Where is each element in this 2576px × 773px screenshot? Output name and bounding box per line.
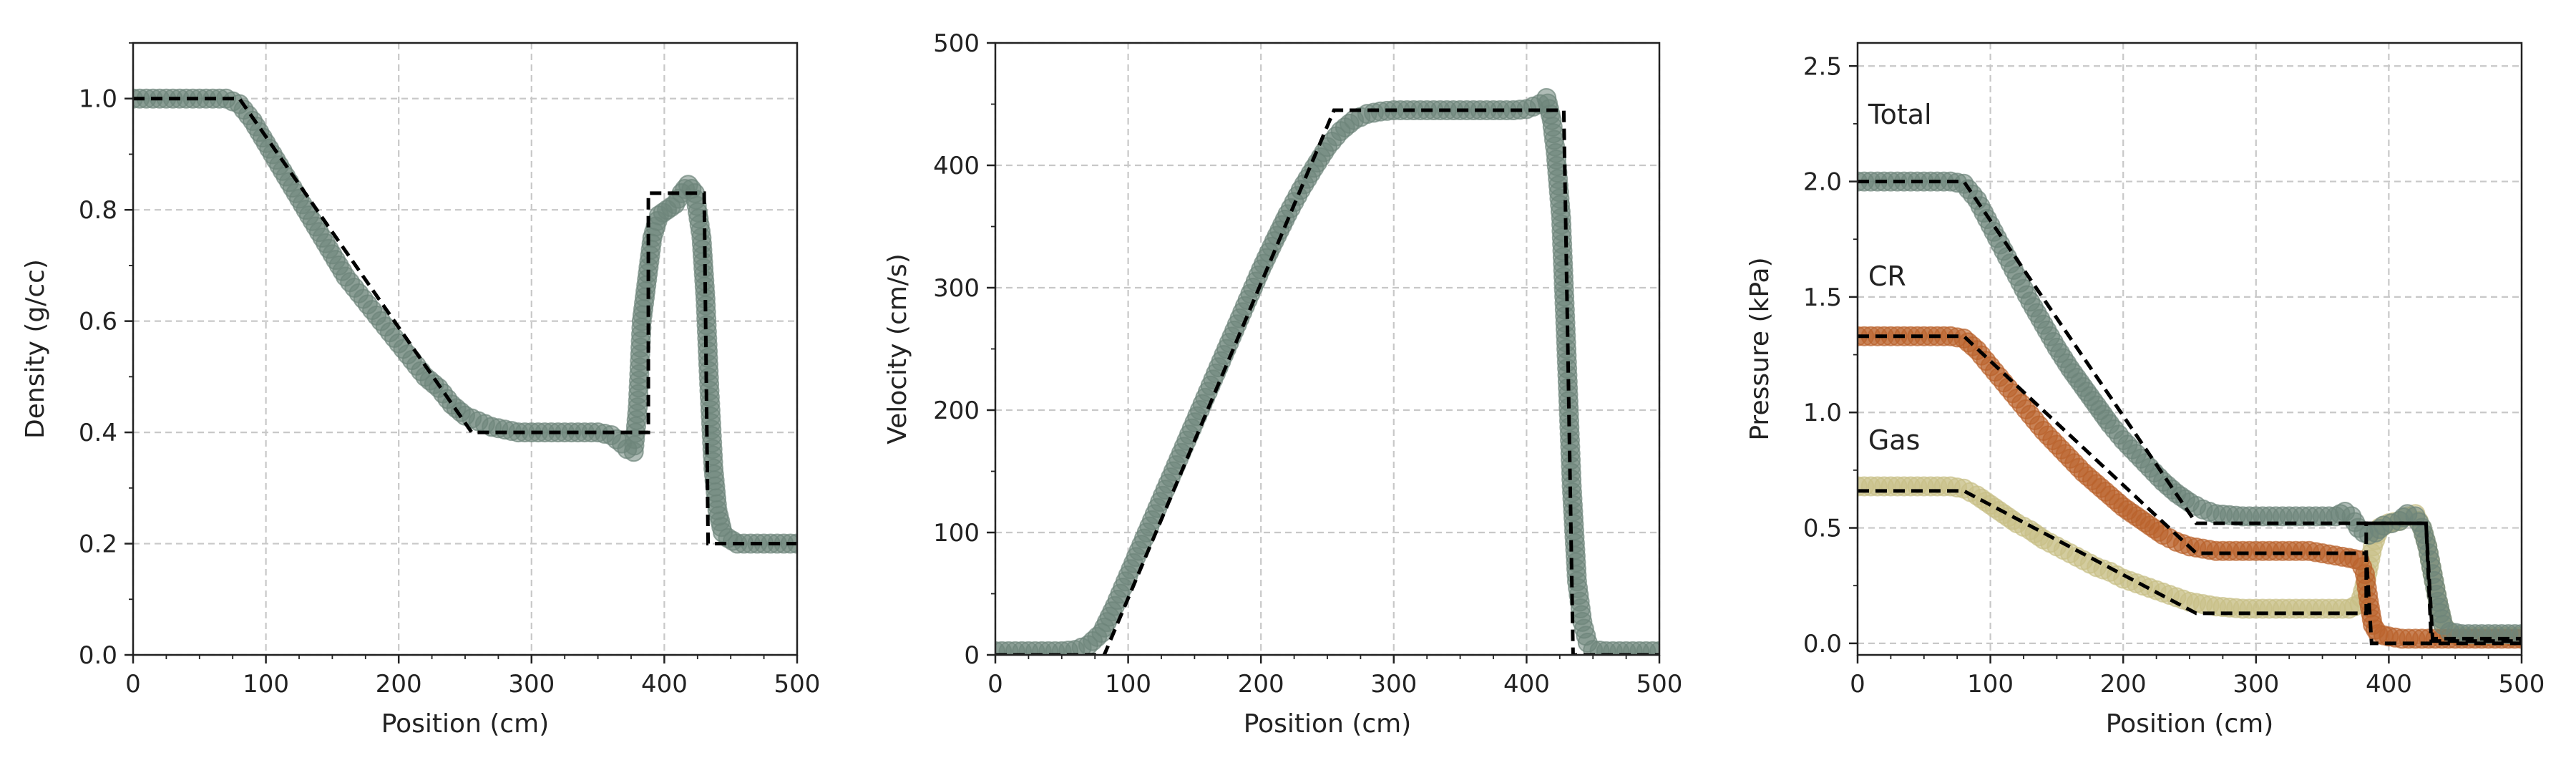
y-tick-label: 200	[933, 397, 980, 425]
y-axis-label: Pressure (kPa)	[1745, 257, 1775, 440]
x-tick-label: 300	[1370, 670, 1417, 699]
y-tick-label: 1.0	[79, 85, 117, 114]
scatter-point	[1649, 641, 1659, 655]
y-tick-label: 1.0	[1803, 399, 1842, 427]
scatter-series	[133, 88, 797, 554]
x-axis-label: Position (cm)	[2106, 709, 2274, 739]
y-tick-label: 2.5	[1803, 52, 1842, 81]
scatter-series	[1858, 326, 2522, 649]
y-tick-label: 0.8	[79, 196, 117, 225]
analytic-solution-line	[133, 97, 797, 545]
y-tick-label: 0.4	[79, 419, 117, 447]
x-tick-label: 500	[1636, 670, 1683, 699]
y-tick-label: 300	[933, 274, 980, 303]
y-tick-label: 0.5	[1803, 515, 1842, 543]
x-axis-label: Position (cm)	[1244, 709, 1412, 739]
analytic-solution-line	[1858, 180, 2522, 641]
x-tick-label: 0	[125, 670, 141, 699]
x-tick-label: 0	[987, 670, 1003, 699]
y-tick-label: 400	[933, 152, 980, 180]
curve-annotation: Gas	[1868, 424, 1921, 456]
x-axis-label: Position (cm)	[381, 709, 550, 739]
x-tick-label: 200	[1238, 670, 1284, 699]
y-tick-label: 1.5	[1803, 283, 1842, 312]
x-tick-label: 400	[2366, 670, 2412, 699]
curve-annotation: CR	[1868, 261, 1906, 292]
chart-panel-pressure: 0 100 200 300 400 500 0.0 0.5 1.0 1.5 2.0 2.5 Positi…	[1745, 42, 2545, 739]
curve-annotation: Total	[1868, 99, 1932, 130]
y-tick-label: 0.2	[79, 530, 117, 559]
x-tick-label: 300	[2233, 670, 2279, 699]
y-tick-label: 500	[933, 29, 980, 58]
x-tick-label: 200	[376, 670, 422, 699]
chart-panel-velocity: 0 100 200 300 400 500 0 100 200 300 400 500 Position…	[883, 29, 1682, 739]
analytic-solution-line	[995, 108, 1659, 655]
x-tick-label: 400	[641, 670, 688, 699]
y-axis-label: Density (g/cc)	[21, 259, 50, 439]
plot-area	[133, 88, 797, 554]
y-tick-label: 100	[933, 519, 980, 548]
x-tick-label: 400	[1503, 670, 1550, 699]
y-tick-label: 2.0	[1803, 168, 1842, 197]
plot-area	[1858, 171, 2522, 649]
analytic-solution-line	[1858, 334, 2522, 646]
y-tick-label: 0.6	[79, 308, 117, 336]
x-tick-label: 500	[2499, 670, 2545, 699]
y-tick-label: 0.0	[1803, 630, 1842, 658]
x-tick-label: 100	[1967, 670, 2014, 699]
axes-frame	[132, 42, 799, 656]
x-tick-label: 500	[774, 670, 821, 699]
x-tick-label: 0	[1850, 670, 1865, 699]
chart-panel-density: 0 100 200 300 400 500 0.0 0.2 0.4 0.6 0.8 1.0 Positi…	[21, 42, 821, 739]
x-tick-label: 100	[243, 670, 289, 699]
plot-area	[995, 87, 1659, 655]
x-tick-label: 200	[2100, 670, 2147, 699]
y-tick-label: 0	[964, 641, 980, 670]
x-tick-label: 100	[1105, 670, 1151, 699]
y-tick-label: 0.0	[79, 641, 117, 670]
x-tick-label: 300	[508, 670, 555, 699]
y-axis-label: Velocity (cm/s)	[883, 253, 912, 444]
